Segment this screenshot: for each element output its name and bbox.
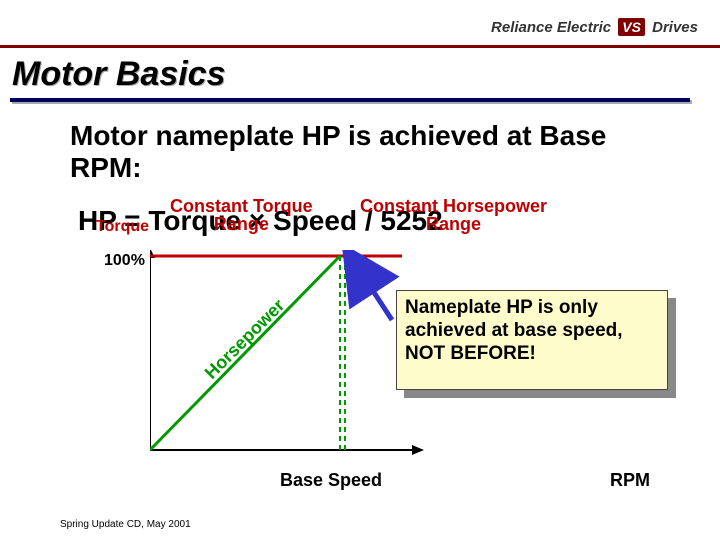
- torque-label: Torque: [96, 218, 149, 235]
- rpm-label: RPM: [610, 470, 650, 491]
- brand-part1: Reliance Electric: [491, 19, 611, 36]
- y-axis-label: Torque: [96, 218, 149, 236]
- base-speed-label: Base Speed: [280, 470, 382, 491]
- top-rule: [0, 45, 720, 48]
- constant-torque-range-label: Constant Torque Range: [170, 197, 313, 233]
- ctr-line2: Range: [170, 215, 313, 233]
- brand-badge: VS: [618, 18, 645, 36]
- torque-hp-chart: Horsepower: [150, 250, 430, 450]
- x-axis-arrow-icon: [412, 445, 424, 455]
- footer-text: Spring Update CD, May 2001: [60, 519, 191, 530]
- hp-curve-label: Horsepower: [201, 295, 289, 383]
- callout-box: Nameplate HP is only achieved at base sp…: [396, 290, 668, 390]
- subtitle: Motor nameplate HP is achieved at Base R…: [70, 120, 670, 184]
- title-underline: [10, 98, 690, 102]
- brand-logo: Reliance Electric VS Drives: [491, 18, 698, 36]
- chp-line1: Constant Horsepower: [360, 197, 547, 215]
- y-100-label: 100%: [104, 252, 145, 270]
- ctr-line1: Constant Torque: [170, 197, 313, 215]
- chp-line2: Range: [360, 215, 547, 233]
- chart-svg: Horsepower: [150, 250, 430, 460]
- hp-curve: [150, 256, 340, 450]
- callout-leader-arrow-icon: [358, 268, 392, 320]
- brand-part2: Drives: [652, 19, 698, 36]
- constant-hp-range-label: Constant Horsepower Range: [360, 197, 547, 233]
- page-title: Motor Basics: [12, 55, 226, 94]
